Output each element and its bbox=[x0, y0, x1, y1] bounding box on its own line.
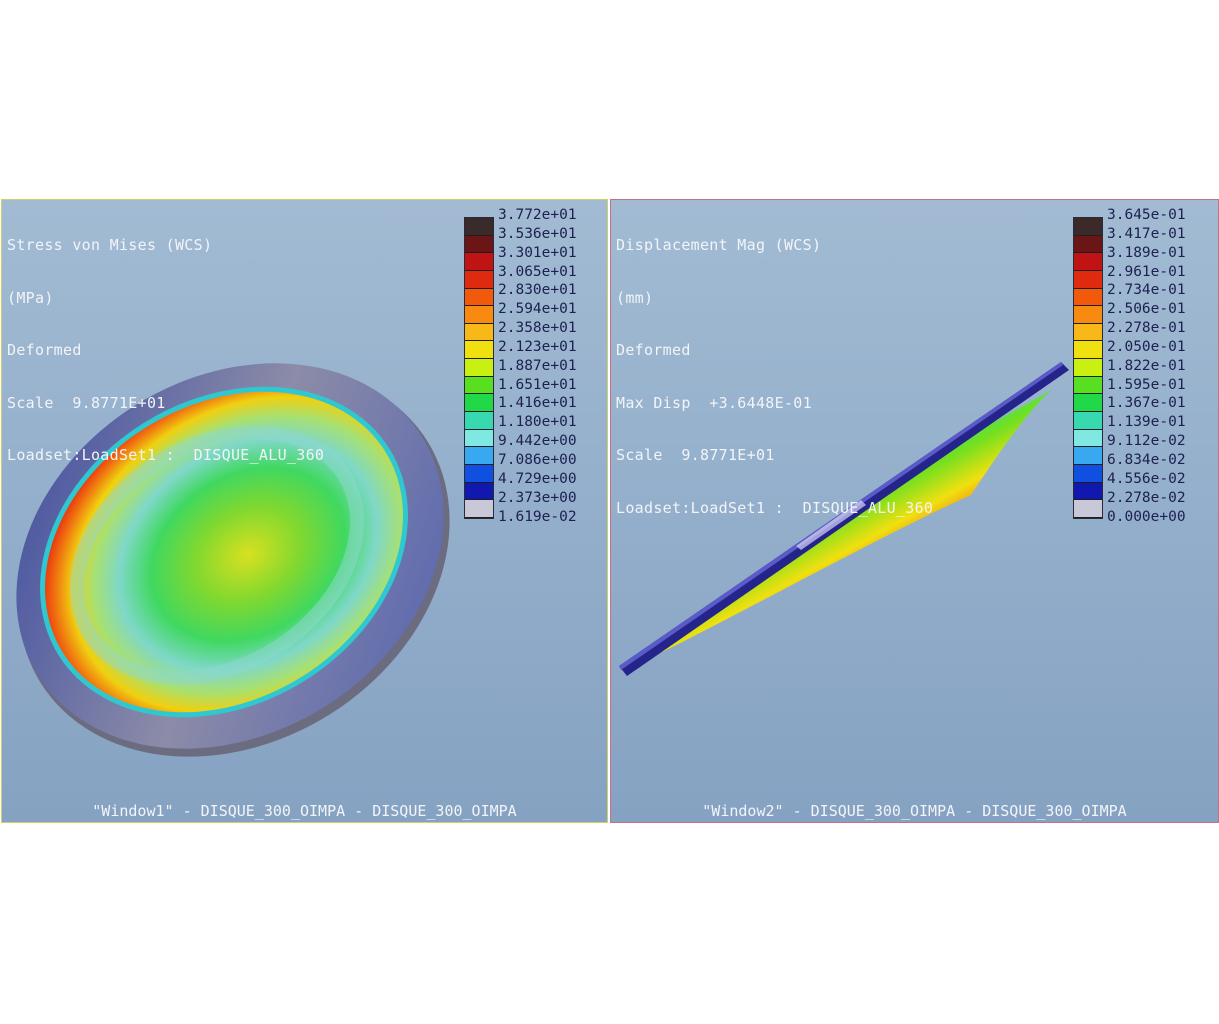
window-footer: "Window2" - DISQUE_300_OIMPA - DISQUE_30… bbox=[702, 802, 1127, 820]
legend-color-segment bbox=[465, 306, 493, 324]
info-line: Stress von Mises (WCS) bbox=[7, 236, 213, 254]
legend-color-segment bbox=[1074, 253, 1102, 271]
info-line: Scale 9.8771E+01 bbox=[616, 446, 775, 464]
legend-color-segment bbox=[465, 394, 493, 413]
legend-color-segment bbox=[465, 464, 493, 483]
stress-disc-model bbox=[16, 363, 450, 757]
legend-color-segment bbox=[1074, 341, 1102, 360]
legend-value: 4.556e-02 bbox=[1107, 470, 1186, 487]
legend-color-segment bbox=[465, 412, 493, 430]
legend-value: 1.139e-01 bbox=[1107, 414, 1186, 431]
info-line: Deformed bbox=[7, 341, 82, 359]
legend-color-segment bbox=[1074, 482, 1102, 501]
result-info: Stress von Mises (WCS) (MPa) Deformed Sc… bbox=[7, 202, 324, 500]
legend-value: 1.887e+01 bbox=[498, 357, 577, 374]
legend-color-segment bbox=[465, 447, 493, 465]
legend-value: 3.417e-01 bbox=[1107, 225, 1186, 242]
legend-color-segment bbox=[1074, 270, 1102, 289]
legend-color-segment bbox=[1074, 412, 1102, 430]
window1-viewport[interactable]: Stress von Mises (WCS) (MPa) Deformed Sc… bbox=[1, 199, 608, 823]
legend-value: 3.772e+01 bbox=[498, 207, 577, 223]
legend-value: 2.278e-01 bbox=[1107, 320, 1186, 337]
legend-value: 9.442e+00 bbox=[498, 433, 577, 450]
info-line: Loadset:LoadSet1 : DISQUE_ALU_360 bbox=[7, 446, 325, 464]
legend-color-segment bbox=[1074, 394, 1102, 413]
legend-color-segment bbox=[465, 341, 493, 360]
legend-value: 2.278e-02 bbox=[1107, 489, 1186, 506]
legend-color-segment bbox=[465, 323, 493, 342]
legend-value: 0.000e+00 bbox=[1107, 508, 1186, 525]
legend-labels: 3.645e-01 3.417e-01 3.189e-01 2.961e-01 … bbox=[1107, 206, 1186, 526]
legend-color-segment bbox=[465, 218, 493, 236]
info-line: (MPa) bbox=[7, 288, 54, 307]
color-legend-bar bbox=[1073, 217, 1103, 519]
result-info: Displacement Mag (WCS) (mm) Deformed Max… bbox=[616, 202, 933, 552]
legend-value: 1.416e+01 bbox=[498, 395, 577, 412]
legend-color-segment bbox=[465, 288, 493, 307]
legend-value: 9.112e-02 bbox=[1107, 433, 1186, 450]
legend-color-segment bbox=[1074, 306, 1102, 324]
info-line: Displacement Mag (WCS) bbox=[616, 236, 822, 254]
legend-color-segment bbox=[1074, 323, 1102, 342]
legend-value: 1.180e+01 bbox=[498, 414, 577, 431]
legend-labels: 3.772e+01 3.536e+01 3.301e+01 3.065e+01 … bbox=[498, 206, 577, 526]
legend-value: 2.594e+01 bbox=[498, 301, 577, 318]
window2-viewport[interactable]: Displacement Mag (WCS) (mm) Deformed Max… bbox=[610, 199, 1219, 823]
window-footer: "Window1" - DISQUE_300_OIMPA - DISQUE_30… bbox=[92, 802, 517, 820]
legend-value: 6.834e-02 bbox=[1107, 451, 1186, 468]
legend-color-segment bbox=[1074, 447, 1102, 465]
legend-color-segment bbox=[465, 482, 493, 501]
color-legend-bar bbox=[464, 217, 494, 519]
legend-value: 2.358e+01 bbox=[498, 320, 577, 337]
legend-value: 3.536e+01 bbox=[498, 225, 577, 242]
displacement-disc-model bbox=[619, 362, 1069, 676]
legend-value: 3.301e+01 bbox=[498, 244, 577, 261]
info-line: (mm) bbox=[616, 288, 654, 307]
info-line: Max Disp +3.6448E-01 bbox=[616, 393, 812, 412]
legend-color-segment bbox=[465, 359, 493, 377]
legend-value: 2.123e+01 bbox=[498, 338, 577, 355]
legend-value: 2.830e+01 bbox=[498, 282, 577, 299]
legend-color-segment bbox=[465, 270, 493, 289]
legend-value: 4.729e+00 bbox=[498, 470, 577, 487]
legend-color-segment bbox=[1074, 376, 1102, 395]
legend-value: 3.189e-01 bbox=[1107, 244, 1186, 261]
legend-value: 3.065e+01 bbox=[498, 263, 577, 280]
legend-color-segment bbox=[465, 235, 493, 254]
info-line: Loadset:LoadSet1 : DISQUE_ALU_360 bbox=[616, 498, 934, 517]
legend-value: 3.645e-01 bbox=[1107, 207, 1186, 223]
legend-value: 2.734e-01 bbox=[1107, 282, 1186, 299]
legend-value: 2.506e-01 bbox=[1107, 301, 1186, 318]
legend-value: 2.373e+00 bbox=[498, 489, 577, 506]
info-line: Deformed bbox=[616, 341, 691, 359]
legend-value: 2.961e-01 bbox=[1107, 263, 1186, 280]
legend-value: 1.367e-01 bbox=[1107, 395, 1186, 412]
legend-color-segment bbox=[1074, 288, 1102, 307]
legend-color-segment bbox=[465, 500, 493, 518]
legend-value: 2.050e-01 bbox=[1107, 338, 1186, 355]
legend-value: 1.822e-01 bbox=[1107, 357, 1186, 374]
legend-color-segment bbox=[465, 376, 493, 395]
info-line: Scale 9.8771E+01 bbox=[7, 393, 166, 412]
legend-color-segment bbox=[465, 429, 493, 448]
legend-value: 1.595e-01 bbox=[1107, 376, 1186, 393]
legend-color-segment bbox=[465, 253, 493, 271]
legend-color-segment bbox=[1074, 235, 1102, 254]
legend-color-segment bbox=[1074, 218, 1102, 236]
legend-value: 7.086e+00 bbox=[498, 451, 577, 468]
legend-color-segment bbox=[1074, 500, 1102, 518]
legend-color-segment bbox=[1074, 464, 1102, 483]
legend-color-segment bbox=[1074, 429, 1102, 448]
legend-value: 1.619e-02 bbox=[498, 508, 577, 525]
legend-value: 1.651e+01 bbox=[498, 376, 577, 393]
legend-color-segment bbox=[1074, 359, 1102, 377]
